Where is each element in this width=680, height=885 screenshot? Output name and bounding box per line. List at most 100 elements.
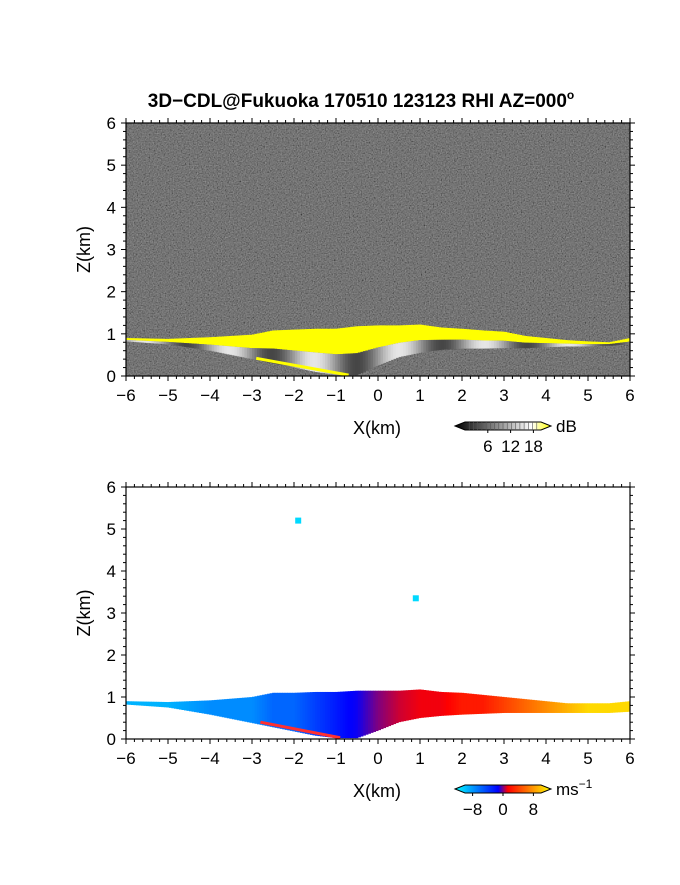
echo-cell [244,335,248,348]
echo-cell [249,348,253,359]
echo-cell [204,344,208,351]
echo-cell [569,343,573,347]
echo-cell [408,690,412,721]
echo-cell [340,353,344,376]
echo-cell [604,703,608,713]
echo-cell [234,346,238,356]
echo-cell [564,343,568,347]
echo-cell [541,700,545,713]
echo-cell [556,339,560,344]
echo-cell [335,328,339,355]
echo-cell [259,332,263,349]
echo-cell [599,344,603,346]
echo-cell [277,692,281,729]
echo-cell [395,343,399,358]
echo-cell [156,341,160,344]
echo-cell [224,336,228,346]
echo-cell [554,702,558,713]
echo-cell [483,330,487,341]
echo-cell [216,336,220,346]
echo-cell [292,692,296,732]
echo-cell [539,700,543,713]
echo-cell [325,691,329,738]
echo-cell [514,334,518,342]
echo-cell [612,341,616,344]
echo-cell [536,337,540,343]
echo-cell [554,339,558,344]
echo-cell [330,691,334,738]
echo-cell [133,338,137,341]
echo-cell [428,325,432,340]
echo-streak [255,356,349,376]
echo-cell [206,337,210,345]
colorbar: dB 6 12 18 [453,417,577,456]
echo-cell [567,340,571,344]
echo-cell [451,692,455,716]
echo-cell [478,340,482,349]
echo-cell [476,694,480,715]
colorbar-unit: ms−1 [556,777,593,799]
echo-cell [390,325,394,345]
echo-cell [163,701,167,708]
echo-cell [322,691,326,737]
echo-cell [211,337,215,345]
echo-cell [302,692,306,734]
echo-cell [342,327,346,354]
echo-cell [183,338,187,344]
echo-cell [413,340,417,354]
echo-cell [594,344,598,347]
echo-cell [529,336,533,343]
echo-cell [594,703,598,713]
echo-cell [400,342,404,357]
echo-cell [360,326,364,352]
echo-cell [478,694,482,714]
echo-cell [327,328,331,354]
echo-cell [604,344,608,346]
echo-cell [433,326,437,340]
echo-cell [176,338,180,343]
echo-cell [619,339,623,343]
echo-cell [337,691,341,739]
colorbar-tick-label: 6 [483,437,492,456]
echo-cell [498,340,502,349]
echo-cell [153,338,157,342]
echo-cell [365,690,369,735]
echo-cell [534,700,538,713]
echo-cell [191,337,195,344]
echo-cell [239,335,243,348]
x-tick-label: −4 [200,749,219,768]
echo-cell [274,348,278,364]
echo-cell [420,340,424,353]
echo-cell [201,700,205,714]
echo-cell [297,692,301,733]
echo-cell [461,328,465,340]
echo-cell [246,347,250,359]
echo-cell [284,692,288,730]
echo-cell [299,692,303,733]
echo-cell [405,325,409,342]
x-tick-label: 0 [373,386,382,405]
echo-cell [511,341,515,349]
echo-cell [138,701,142,706]
echo-cell [627,341,630,345]
echo-cell [393,690,397,725]
echo-cell [504,340,508,349]
y-tick-label: 1 [107,325,116,344]
echo-cell [317,352,321,373]
echo-layer [126,324,630,376]
echo-cell [491,331,495,341]
echo-cell [272,692,276,728]
echo-cell [252,348,256,360]
echo-cell [191,701,195,712]
echo-cell [272,330,276,349]
echo-cell [148,338,152,342]
echo-cell [347,691,351,739]
echo-cell [544,338,548,344]
echo-cell [531,699,535,713]
echo-cell [529,699,533,713]
echo-cell [128,338,132,341]
echo-cell [133,340,137,343]
echo-cell [529,342,533,348]
echo-cell [176,701,180,710]
echo-cell [443,692,447,716]
